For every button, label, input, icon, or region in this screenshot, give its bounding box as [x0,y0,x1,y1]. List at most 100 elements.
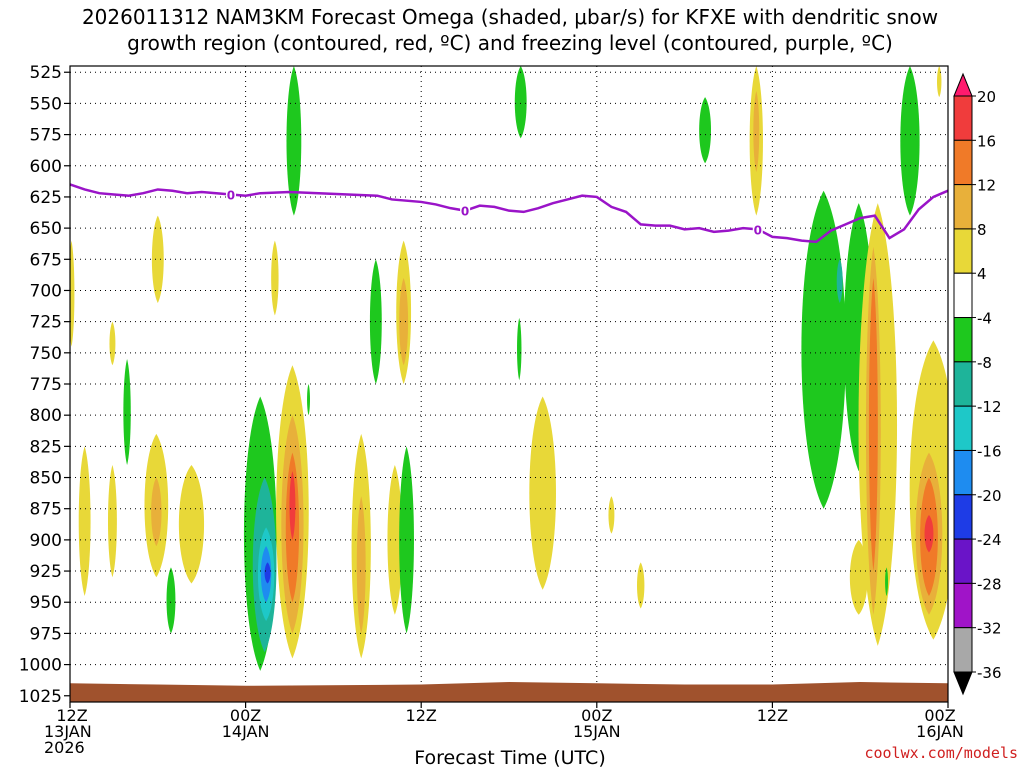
colorbar-box-4 [953,272,973,319]
omega-region-36 [836,259,843,303]
omega-region-39 [151,477,162,547]
colorbar-max-arrow [953,72,973,97]
colorbar-box-9 [953,494,973,540]
colorbar-label-11: -28 [977,575,1002,593]
omega-region-43 [868,278,878,572]
y-tick-label-675: 675 [30,250,62,270]
colorbar-label-1: 16 [977,132,996,150]
colorbar-box-1 [953,139,973,186]
omega-region-31 [636,562,645,609]
omega-region-27 [387,465,403,615]
omega-region-21 [178,465,205,584]
y-tick-label-625: 625 [30,188,62,208]
omega-region-19 [107,465,117,578]
colorbar-label-2: 12 [977,177,996,195]
y-tick-label-650: 650 [30,219,62,239]
omega-region-33 [885,567,889,596]
omega-region-34 [753,90,760,172]
plot-area: 0 0 0 [69,65,949,703]
x-tick-label-12-0: 00Z [230,706,261,725]
omega-region-49 [289,471,296,540]
y-tick-label-725: 725 [30,313,62,333]
omega-region-35 [399,278,409,366]
colorbar-min-arrow [953,671,973,696]
y-tick-label-800: 800 [30,406,62,426]
freezing-label-bg-1 [460,203,471,217]
y-tick-label-550: 550 [30,94,62,114]
colorbar-box-10 [953,538,973,584]
colorbar-label-13: -36 [977,664,1002,682]
x-tick-label-60-0: 00Z [924,706,955,725]
omega-region-2 [699,97,712,164]
y-tick-label-875: 875 [30,500,62,520]
colorbar-label-6: -8 [977,354,992,372]
y-tick-label-1000: 1000 [19,656,62,676]
y-tick-label-600: 600 [30,157,62,177]
freezing-label-bg-2 [752,222,763,236]
omega-region-9 [109,321,116,366]
x-tick-label-0-0: 12Z [56,706,87,725]
ground-terrain [70,682,948,702]
omega-region-14 [801,190,846,509]
omega-region-32 [849,539,868,615]
colorbar-box-8 [953,449,973,496]
y-tick-label-775: 775 [30,375,62,395]
x-tick-label-12-1: 14JAN [222,722,270,741]
colorbar-label-12: -32 [977,620,1002,638]
omega-region-47 [924,514,934,553]
colorbar-box-12 [953,627,973,673]
omega-region-30 [608,496,615,534]
omega-shading-layer [70,66,948,671]
omega-region-18 [78,446,91,596]
y-tick-label-525: 525 [30,63,62,83]
colorbar-label-8: -16 [977,442,1002,460]
omega-region-50 [264,562,271,584]
omega-region-7 [271,240,279,316]
omega-region-28 [399,446,414,634]
omega-region-29 [529,396,556,590]
colorbar-box-6 [953,361,973,407]
omega-region-22 [166,567,176,634]
colorbar-label-10: -24 [977,531,1002,549]
freezing-label-2: 0 [754,223,762,237]
chart-title-line1: 2026011312 NAM3KM Forecast Omega (shaded… [82,5,938,29]
x-tick-label-60-1: 16JAN [916,722,964,741]
credit-text: coolwx.com/models [864,744,1018,762]
colorbar-label-9: -20 [977,487,1002,505]
colorbar-label-5: -4 [977,310,992,328]
freezing-label-1: 0 [461,205,469,219]
colorbar-box-11 [953,582,973,629]
y-tick-label-700: 700 [30,281,62,301]
y-tick-label-850: 850 [30,469,62,489]
colorbar-label-4: 4 [977,265,987,283]
colorbar-box-2 [953,184,973,230]
omega-region-25 [307,384,311,416]
omega-region-3 [900,66,920,216]
chart-title-line2: growth region (contoured, red, ºC) and f… [127,31,893,55]
y-axis-ticks: 525 550 575 600 625 650 675 700 725 750 775 800 825 8… [19,63,70,707]
colorbar: 20 16 12 8 4 -4 -8 -12 -16 -20 -24 -28 -32 -36 [953,72,1002,696]
freezing-label-bg-0 [225,187,236,201]
omega-region-13 [517,317,522,381]
omega-region-42 [356,496,366,634]
y-tick-label-950: 950 [30,593,62,613]
freezing-level-labels: 0 0 0 [225,187,763,237]
y-tick-label-575: 575 [30,126,62,146]
y-tick-label-1025: 1025 [19,687,62,707]
omega-region-1 [514,66,527,139]
omega-region-8 [70,240,75,347]
colorbar-box-5 [953,317,973,363]
colorbar-label-0: 20 [977,88,996,106]
x-tick-label-36-0: 00Z [581,706,612,725]
y-tick-label-900: 900 [30,531,62,551]
x-tick-label-0-2: 2026 [44,738,85,757]
x-tick-label-48-0: 12Z [757,706,788,725]
x-axis-title: Forecast Time (UTC) [414,747,605,768]
colorbar-label-3: 8 [977,221,987,239]
colorbar-box-3 [953,228,973,274]
y-tick-label-975: 975 [30,624,62,644]
colorbar-box-7 [953,405,973,451]
freezing-label-0: 0 [227,188,235,202]
